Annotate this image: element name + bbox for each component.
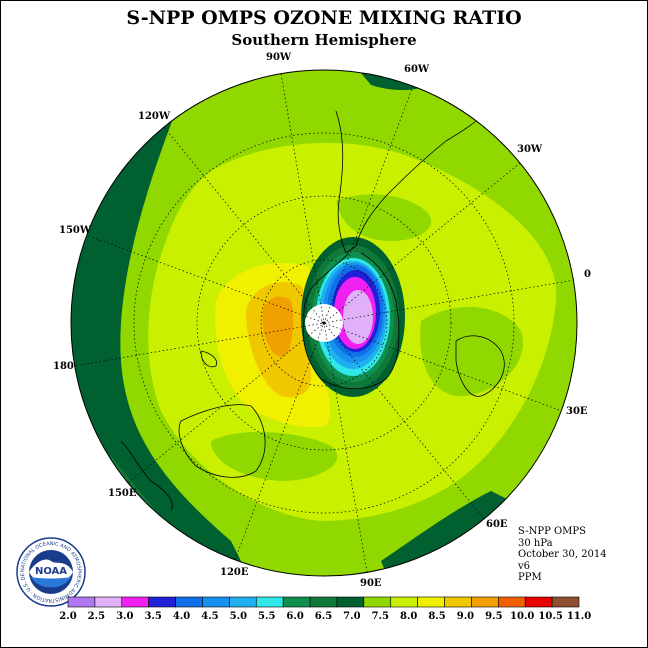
coastline-new-zealand [200,350,218,368]
ozone-band-7-5-inner-east [420,307,523,397]
info-block: S-NPP OMPS 30 hPa October 30, 2014 v6 PP… [518,526,607,584]
lon-label-150w: 150W [59,225,92,236]
lon-label-120w: 120W [138,111,171,122]
colorbar-tick-label: 8.5 [428,611,445,622]
colorbar-swatch [229,596,257,608]
south-pole-marker [322,321,326,325]
lon-label-30e: 30E [566,406,588,417]
colorbar-tick-label: 7.5 [372,611,389,622]
lat-circle-75s [260,259,388,387]
colorbar-tick-label: 7.0 [343,611,360,622]
colorbar-tick-label: 11.0 [567,611,591,622]
colorbar-tick-label: 5.5 [258,611,275,622]
ozone-band-7-5-inner-south [211,431,338,481]
latitude-graticule [133,132,515,514]
colorbar-swatch [309,596,338,608]
colorbar-tick-label: 8.0 [400,611,417,622]
colorbar-swatch [551,596,580,608]
ozone-band-2-5-vortex [343,290,373,344]
colorbar-tick-label: 6.5 [315,611,332,622]
info-units: PPM [518,572,542,583]
meridian-0-180 [73,279,575,367]
coastline-antarctic-peninsula [303,252,350,320]
colorbar-swatch [336,596,365,608]
colorbar-tick-label: 6.0 [286,611,303,622]
lon-label-90e: 90E [360,578,382,589]
ozone-band-9-5 [262,296,294,357]
info-date: October 30, 2014 [518,549,607,560]
colorbar: 2.0 2.5 3.0 3.5 4.0 4.5 5.0 5.5 6.0 6.5 7.0 7.5 8.0 8… [59,596,591,622]
colorbar-swatch [363,596,392,608]
colorbar-swatch [94,596,123,608]
coastline-indonesia [120,440,173,512]
colorbar-swatch [255,596,284,608]
ozone-band-7-5-inner-north [336,194,432,241]
coastlines [120,100,505,512]
colorbar-tick-label: 3.0 [116,611,133,622]
colorbar-tick-label: 4.0 [173,611,190,622]
colorbar-swatch [202,596,230,608]
colorbar-tick-label: 2.0 [59,611,76,622]
colorbar-swatch [471,596,499,608]
coastline-australia [178,404,266,478]
coastline-antarctica [302,252,400,390]
figure-title: S-NPP OMPS OZONE MIXING RATIO [126,7,522,29]
info-instrument: S-NPP OMPS [518,526,586,537]
info-level: 30 hPa [518,537,553,549]
lon-label-60e: 60E [486,519,508,530]
svg-text:NATIONAL OCEANIC AND ATMOSPHER: NATIONAL OCEANIC AND ATMOSPHERIC ADMINIS… [1,1,82,603]
colorbar-tick-label: 9.5 [485,611,502,622]
lon-label-120e: 120E [220,567,249,578]
colorbar-swatch [148,596,176,608]
colorbar-tick-label: 3.5 [144,611,161,622]
lon-label-30w: 30W [517,144,543,155]
globe-outline [70,69,578,577]
coastline-south-america [335,100,492,254]
figure-subtitle: Southern Hemisphere [231,31,417,49]
colorbar-swatch [417,596,445,608]
lon-label-0: 0 [584,269,591,280]
coastline-africa [455,335,505,397]
lon-label-180: 180 [53,361,74,372]
colorbar-tick-label: 10.0 [510,611,534,622]
colorbar-swatch [390,596,418,608]
info-version: v6 [518,560,531,572]
colorbar-swatch [498,596,526,608]
lon-label-90w: 90W [266,52,292,63]
colorbar-swatch [175,596,203,608]
noaa-logo-text: NOAA [35,566,67,577]
colorbar-tick-label: 10.5 [538,611,562,622]
lon-label-60w: 60W [404,64,430,75]
colorbar-tick-label: 2.5 [88,611,105,622]
colorbar-swatch [121,596,149,608]
colorbar-swatch [444,596,472,608]
colorbar-swatch [67,596,96,608]
colorbar-tick-label: 4.5 [201,611,218,622]
lat-circle-60s [196,195,452,451]
colorbar-tick-label: 5.0 [230,611,247,622]
noaa-logo-ring-text: NATIONAL OCEANIC AND ATMOSPHERIC ADMINIS… [1,1,82,603]
colorbar-swatch [282,596,311,608]
colorbar-swatch [524,596,553,608]
colorbar-tick-label: 9.0 [457,611,474,622]
lat-circle-45s [133,132,515,514]
lon-label-150e: 150E [108,488,137,499]
